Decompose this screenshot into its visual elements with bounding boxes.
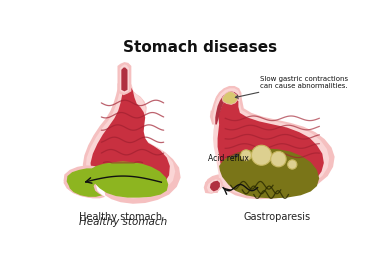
Circle shape <box>288 160 297 169</box>
Polygon shape <box>121 67 128 91</box>
Text: Healthy stomach: Healthy stomach <box>79 217 167 227</box>
Polygon shape <box>67 168 102 197</box>
Polygon shape <box>219 148 319 198</box>
Polygon shape <box>218 94 324 195</box>
Polygon shape <box>222 91 238 104</box>
Text: Healthy stomach: Healthy stomach <box>79 212 162 222</box>
Text: Stomach diseases: Stomach diseases <box>123 40 277 55</box>
Polygon shape <box>91 161 168 198</box>
Polygon shape <box>64 80 181 204</box>
Polygon shape <box>86 82 175 198</box>
Polygon shape <box>213 91 329 196</box>
Circle shape <box>271 151 286 167</box>
Circle shape <box>241 150 252 161</box>
Polygon shape <box>90 85 170 195</box>
Circle shape <box>252 145 271 165</box>
Polygon shape <box>207 179 222 193</box>
Polygon shape <box>205 88 335 199</box>
Polygon shape <box>213 88 240 124</box>
Polygon shape <box>210 86 241 124</box>
Polygon shape <box>117 62 131 95</box>
Polygon shape <box>215 91 238 124</box>
Polygon shape <box>204 177 223 194</box>
Text: Slow gastric contractions
can cause abnormalities.: Slow gastric contractions can cause abno… <box>236 76 348 98</box>
Polygon shape <box>210 181 220 192</box>
Text: Acid reflux: Acid reflux <box>207 154 248 163</box>
Polygon shape <box>120 64 129 93</box>
Text: Gastroparesis: Gastroparesis <box>243 212 310 222</box>
Polygon shape <box>64 165 105 198</box>
